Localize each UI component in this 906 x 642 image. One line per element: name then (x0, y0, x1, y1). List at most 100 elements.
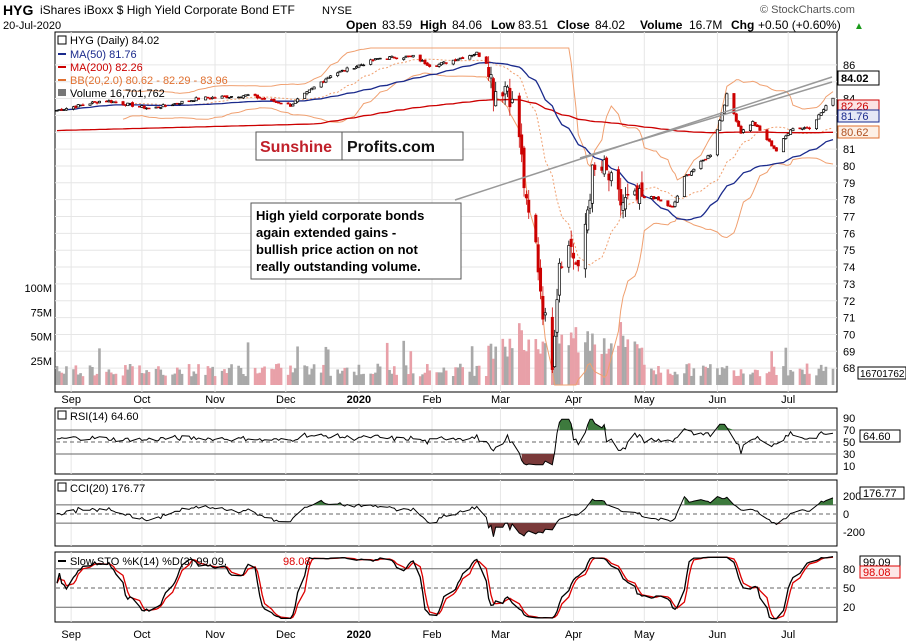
volume-badge-text: 16701762 (860, 369, 905, 380)
volume-bar (62, 373, 66, 385)
volume-bar (605, 353, 608, 385)
volume-bar (437, 372, 441, 385)
volume-bar (805, 363, 809, 385)
candle-body (560, 266, 564, 268)
candle-body (255, 94, 259, 99)
logo-box-right (341, 131, 464, 161)
volume-bar (343, 367, 347, 385)
price-tick-label: 72 (843, 296, 855, 308)
volume-bar (336, 369, 339, 385)
candle-body (163, 105, 167, 107)
volume-bar (784, 347, 788, 385)
volume-bar (124, 365, 127, 385)
candle-body (635, 185, 639, 200)
volume-bar (253, 367, 257, 385)
candle-body (723, 104, 727, 114)
sto-badge-d-text: 98.08 (863, 567, 891, 579)
volume-bar (352, 371, 356, 385)
rsi-tick-label: 70 (843, 425, 855, 437)
volume-bar (803, 374, 807, 385)
price-tick-label: 75 (843, 245, 855, 257)
exchange: NYSE (322, 5, 352, 17)
candle-body (701, 159, 705, 162)
candle-body (194, 97, 198, 102)
candle-legend-icon (57, 35, 67, 45)
volume-bar (114, 373, 118, 385)
candle-body (477, 52, 481, 57)
volume-bar (510, 348, 514, 385)
volume-bar (786, 375, 790, 385)
volume-bar (95, 373, 99, 385)
candle-body (689, 171, 693, 176)
candle-body (336, 72, 340, 77)
candle-body (781, 138, 785, 153)
candle-body (748, 124, 752, 131)
candle-body (423, 59, 427, 65)
volume-badge (857, 366, 906, 380)
candle-body (692, 168, 696, 172)
candle-body (522, 147, 526, 189)
candle-body (824, 105, 828, 111)
candle-body (753, 121, 757, 126)
rsi-badge-text: 64.60 (863, 431, 891, 443)
month-tick-label: Mar (491, 394, 510, 406)
candle-body (406, 55, 410, 58)
candle-body (126, 102, 130, 107)
candle-body (204, 96, 208, 101)
volume-bar (588, 350, 592, 385)
price-tick-label: 74 (843, 262, 855, 274)
ma50-badge-text: 81.76 (841, 111, 869, 123)
legend-bb: BB(20,2.0) 80.62 - 82.29 - 83.96 (70, 75, 228, 87)
candle-body (786, 133, 790, 136)
candle-body (456, 59, 460, 62)
month-tick-label: Jul (781, 629, 795, 641)
volume-bar (421, 374, 424, 385)
candle-body (421, 60, 425, 62)
volume-bar (272, 369, 276, 385)
volume-bar (341, 370, 344, 385)
volume-bar (388, 369, 391, 385)
volume-bar (725, 365, 729, 385)
volume-bar (468, 371, 472, 385)
volume-bar (536, 349, 540, 385)
volume-bar (541, 341, 545, 385)
candle-body (241, 95, 245, 99)
stockcharts-watermark: © StockCharts.com (760, 4, 855, 16)
candle-body (239, 96, 243, 99)
candle-body (470, 54, 474, 57)
volume-bar (473, 375, 476, 385)
candle-body (725, 93, 729, 107)
volume-bar (683, 373, 686, 385)
candle-body (437, 63, 441, 67)
volume-bar (798, 368, 802, 385)
volume-bar (286, 374, 290, 385)
candle-body (621, 202, 625, 211)
candle-body (534, 214, 538, 243)
price-tick-label: 70 (843, 329, 855, 341)
candle-body (607, 173, 611, 181)
volume-bar (534, 339, 538, 385)
volume-bar (190, 376, 193, 385)
candle-body (390, 55, 394, 58)
month-tick-label: 2020 (347, 629, 371, 641)
candle-body (211, 96, 215, 99)
candle-body (230, 96, 234, 98)
volume-bar (308, 374, 311, 385)
volume-bar (704, 366, 707, 385)
price-tick-label: 68 (843, 363, 855, 375)
volume-bar (831, 368, 835, 385)
volume-bar (716, 368, 719, 385)
candle-body (291, 103, 295, 107)
volume-bar (326, 349, 330, 385)
volume-bar (758, 376, 762, 385)
volume-bar (244, 376, 248, 385)
volume-bar (503, 346, 507, 385)
volume-bar (782, 366, 785, 385)
candle-body (428, 64, 432, 67)
candle-body (569, 238, 573, 247)
candle-body (93, 101, 97, 103)
candle-body (192, 100, 196, 102)
candle-body (404, 55, 408, 58)
rsi-badge (859, 429, 901, 443)
sto-label-k: Slow STO %K(14) %D(3) 99.09, (70, 556, 227, 568)
